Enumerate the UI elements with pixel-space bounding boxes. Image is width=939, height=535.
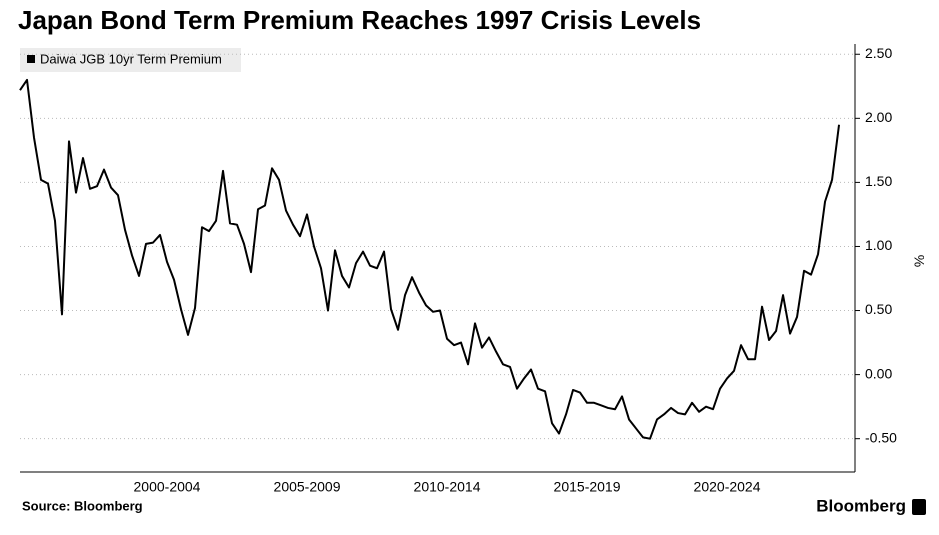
x-tick-label: 2005-2009 (274, 479, 341, 495)
x-tick-label: 2015-2019 (554, 479, 621, 495)
legend-label: Daiwa JGB 10yr Term Premium (40, 51, 222, 66)
y-tick-label: -0.50 (865, 429, 897, 445)
legend-box (20, 48, 241, 72)
chart-title: Japan Bond Term Premium Reaches 1997 Cri… (18, 5, 701, 35)
y-tick-label: 2.50 (865, 45, 892, 61)
legend-swatch (27, 55, 35, 63)
y-tick-label: 2.00 (865, 109, 892, 125)
y-tick-label: 1.50 (865, 173, 892, 189)
x-tick-label: 2000-2004 (134, 479, 201, 495)
source: Source: Bloomberg (22, 498, 143, 513)
brand: Bloomberg (816, 496, 906, 515)
brand-icon (912, 499, 926, 515)
x-tick-label: 2010-2014 (414, 479, 481, 495)
y-tick-label: 1.00 (865, 237, 892, 253)
x-tick-label: 2020-2024 (694, 479, 761, 495)
y-tick-label: 0.00 (865, 365, 892, 381)
y-axis-label: % (911, 255, 927, 267)
y-tick-label: 0.50 (865, 301, 892, 317)
line-series (19, 78, 841, 440)
